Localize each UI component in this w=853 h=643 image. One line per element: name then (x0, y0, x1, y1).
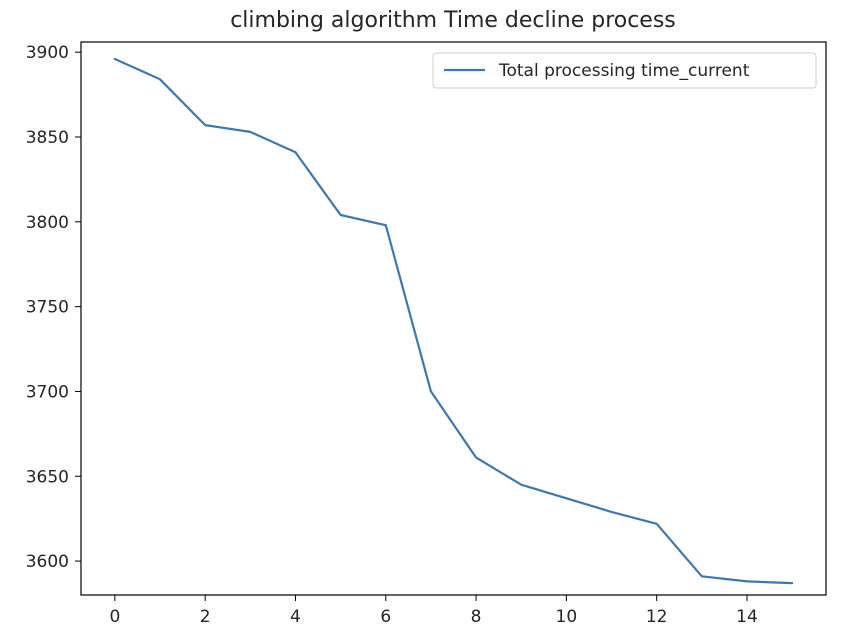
x-tick-label: 14 (736, 607, 758, 627)
x-axis: 0 2 4 6 8 10 12 14 (109, 595, 758, 627)
data-point (565, 497, 568, 500)
data-point (655, 522, 658, 525)
data-point (339, 214, 342, 216)
x-tick-label: 4 (290, 607, 301, 627)
data-point (746, 580, 748, 583)
x-tick-label: 8 (471, 607, 482, 627)
series-layer (113, 57, 794, 585)
x-tick-label: 12 (646, 607, 668, 627)
data-point (384, 224, 387, 227)
data-point (159, 78, 161, 81)
data-point (475, 456, 477, 459)
x-tick-label: 2 (200, 607, 211, 627)
y-tick-label: 3850 (26, 128, 69, 148)
x-tick-label: 6 (380, 607, 391, 627)
legend-label: Total processing time_current (498, 61, 750, 81)
y-tick-label: 3600 (26, 552, 69, 572)
data-point (204, 124, 206, 126)
y-tick-label: 3650 (26, 467, 69, 487)
x-tick-label: 0 (109, 607, 120, 627)
data-point (701, 575, 703, 578)
data-point (249, 131, 252, 133)
data-point (520, 483, 523, 486)
y-tick-label: 3900 (26, 43, 69, 63)
y-tick-label: 3700 (26, 382, 69, 402)
data-point (294, 151, 297, 154)
series-line (113, 57, 794, 585)
data-point (791, 582, 793, 584)
y-tick-label: 3800 (26, 213, 69, 233)
data-point (610, 511, 613, 513)
data-point (114, 58, 116, 60)
data-point (430, 390, 432, 393)
chart-title: climbing algorithm Time decline process (230, 8, 676, 33)
y-axis: 3600 3650 3700 3750 3800 3850 3900 (26, 43, 81, 572)
legend: Total processing time_current (432, 52, 817, 89)
plot-area-frame (80, 41, 827, 596)
y-tick-label: 3750 (26, 298, 69, 318)
legend-box (432, 52, 817, 89)
x-tick-label: 10 (556, 607, 578, 627)
